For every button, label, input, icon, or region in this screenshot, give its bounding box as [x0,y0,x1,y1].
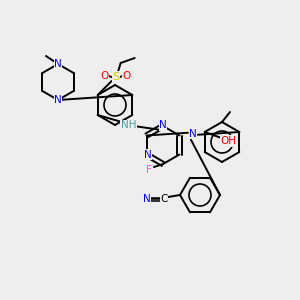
Text: N: N [54,95,62,105]
Text: O: O [123,71,131,81]
Text: N: N [189,129,197,139]
Text: N: N [159,120,167,130]
Text: S: S [112,72,119,82]
Text: N: N [54,59,62,69]
Text: NH: NH [121,120,136,130]
Text: F: F [146,165,152,175]
Text: N: N [144,149,152,160]
Text: OH: OH [221,136,237,146]
Text: O: O [100,71,109,81]
Text: C: C [160,194,168,204]
Text: N: N [143,194,151,204]
